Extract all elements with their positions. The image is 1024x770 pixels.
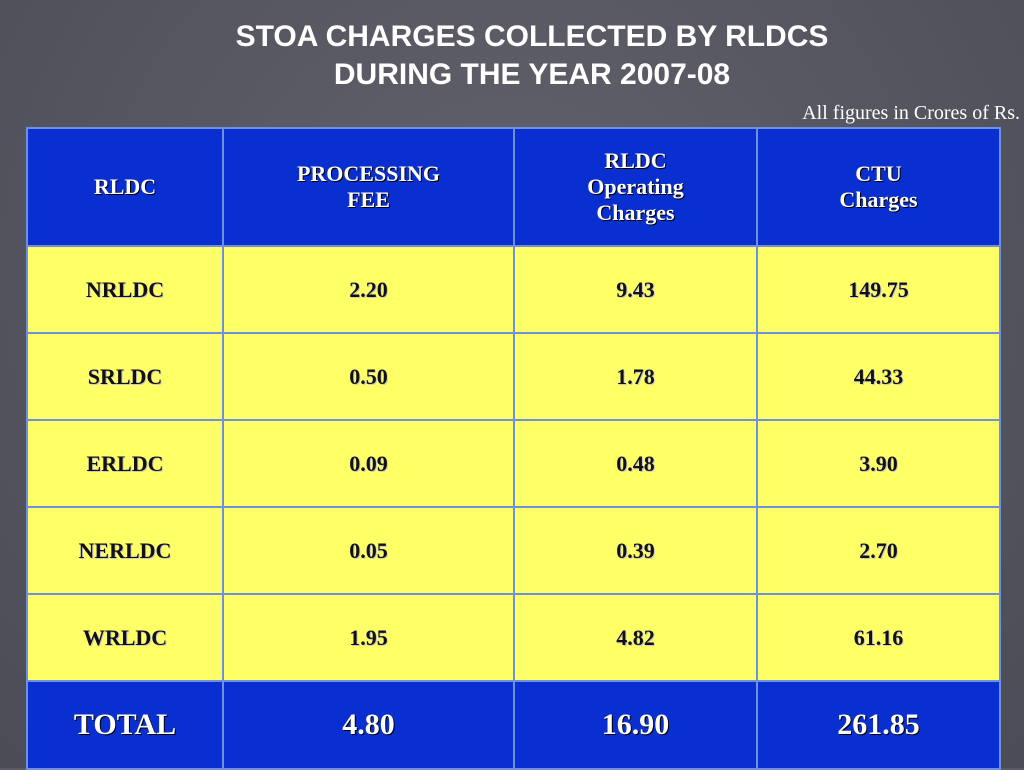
header-operating-charges: RLDC Operating Charges <box>513 127 758 247</box>
rldc-cell: NRLDC <box>26 245 224 334</box>
ctu-charges-cell: 61.16 <box>756 593 1001 682</box>
header-rldc: RLDC <box>26 127 224 247</box>
ctu-charges-cell: 3.90 <box>756 419 1001 508</box>
header-ctu-charges-line-1: CTU <box>855 161 902 186</box>
operating-charges-cell: 1.78 <box>513 332 758 421</box>
header-processing-fee-line-2: FEE <box>347 187 390 212</box>
ctu-charges-cell: 44.33 <box>756 332 1001 421</box>
operating-charges-cell: 9.43 <box>513 245 758 334</box>
table-row: WRLDC 1.95 4.82 61.16 <box>26 593 1001 682</box>
header-ctu-charges-line-2: Charges <box>839 187 918 212</box>
total-row: TOTAL 4.80 16.90 261.85 <box>26 680 1001 770</box>
header-operating-charges-line-3: Charges <box>596 200 675 225</box>
header-processing-fee: PROCESSING FEE <box>222 127 515 247</box>
processing-fee-cell: 0.09 <box>222 419 515 508</box>
operating-charges-cell: 4.82 <box>513 593 758 682</box>
processing-fee-cell: 0.50 <box>222 332 515 421</box>
header-operating-charges-line-2: Operating <box>587 174 684 199</box>
title-line-1: STOA CHARGES COLLECTED BY RLDCS <box>235 20 829 53</box>
rldc-cell: ERLDC <box>26 419 224 508</box>
processing-fee-cell: 2.20 <box>222 245 515 334</box>
total-label: TOTAL <box>26 680 224 770</box>
processing-fee-cell: 1.95 <box>222 593 515 682</box>
title-line-2: DURING THE YEAR 2007-08 <box>333 58 731 91</box>
units-note: All figures in Crores of Rs. <box>802 102 1020 124</box>
total-processing-fee: 4.80 <box>222 680 515 770</box>
header-processing-fee-line-1: PROCESSING <box>296 161 441 186</box>
header-ctu-charges: CTU Charges <box>756 127 1001 247</box>
table-row: ERLDC 0.09 0.48 3.90 <box>26 419 1001 508</box>
header-operating-charges-line-1: RLDC <box>604 148 667 173</box>
table-row: SRLDC 0.50 1.78 44.33 <box>26 332 1001 421</box>
table-row: NRLDC 2.20 9.43 149.75 <box>26 245 1001 334</box>
total-operating-charges: 16.90 <box>513 680 758 770</box>
rldc-cell: NERLDC <box>26 506 224 595</box>
stoa-charges-table: RLDC PROCESSING FEE RLDC Operating Charg… <box>26 127 1001 770</box>
table-row: NERLDC 0.05 0.39 2.70 <box>26 506 1001 595</box>
ctu-charges-cell: 149.75 <box>756 245 1001 334</box>
slide-title: STOA CHARGES COLLECTED BY RLDCS DURING T… <box>0 18 1024 94</box>
operating-charges-cell: 0.39 <box>513 506 758 595</box>
rldc-cell: WRLDC <box>26 593 224 682</box>
operating-charges-cell: 0.48 <box>513 419 758 508</box>
processing-fee-cell: 0.05 <box>222 506 515 595</box>
rldc-cell: SRLDC <box>26 332 224 421</box>
total-ctu-charges: 261.85 <box>756 680 1001 770</box>
ctu-charges-cell: 2.70 <box>756 506 1001 595</box>
table-header-row: RLDC PROCESSING FEE RLDC Operating Charg… <box>26 127 1001 247</box>
header-rldc-line: RLDC <box>93 174 157 199</box>
